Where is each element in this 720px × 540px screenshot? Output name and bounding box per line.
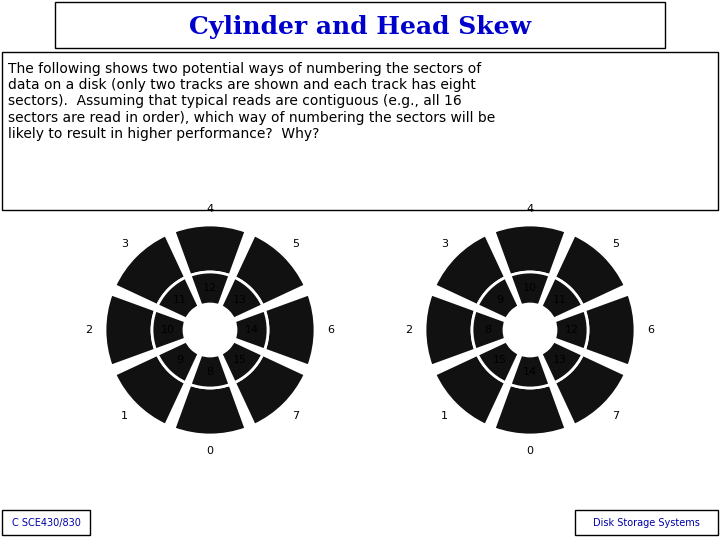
Text: 3: 3 (121, 239, 128, 249)
Text: 14: 14 (523, 367, 537, 377)
Wedge shape (235, 235, 305, 306)
Text: 9: 9 (497, 295, 504, 305)
Text: C SCE430/830: C SCE430/830 (12, 518, 81, 528)
Text: 9: 9 (176, 355, 184, 365)
Wedge shape (235, 355, 305, 425)
Text: 4: 4 (207, 204, 214, 214)
Text: 8: 8 (207, 367, 214, 377)
Text: 5: 5 (292, 239, 299, 249)
Wedge shape (174, 225, 246, 275)
Text: 1: 1 (441, 410, 448, 421)
Bar (2, 52, 718, 210)
Wedge shape (554, 355, 625, 425)
Text: 2: 2 (405, 325, 413, 335)
Wedge shape (264, 294, 315, 366)
Wedge shape (510, 272, 550, 306)
Text: 7: 7 (612, 410, 619, 421)
Text: 10: 10 (161, 325, 175, 335)
Wedge shape (585, 294, 635, 366)
Wedge shape (554, 310, 588, 350)
Text: 3: 3 (441, 239, 448, 249)
Wedge shape (190, 272, 230, 306)
Bar (575, 510, 718, 535)
Wedge shape (221, 278, 263, 319)
Wedge shape (541, 341, 582, 382)
Wedge shape (158, 278, 199, 319)
Text: 4: 4 (526, 204, 534, 214)
Wedge shape (494, 225, 566, 275)
Text: 6: 6 (328, 325, 335, 335)
Wedge shape (221, 341, 263, 382)
Wedge shape (152, 310, 186, 350)
Wedge shape (477, 341, 519, 382)
Wedge shape (114, 355, 186, 425)
Wedge shape (235, 310, 268, 350)
Text: 12: 12 (203, 283, 217, 293)
Text: 11: 11 (174, 295, 187, 305)
Text: 13: 13 (233, 295, 247, 305)
Text: 0: 0 (526, 446, 534, 456)
Wedge shape (425, 294, 475, 366)
Text: 2: 2 (86, 325, 93, 335)
Wedge shape (435, 355, 505, 425)
Wedge shape (541, 278, 582, 319)
Text: Disk Storage Systems: Disk Storage Systems (593, 518, 699, 528)
Text: 13: 13 (553, 355, 567, 365)
Wedge shape (494, 384, 566, 435)
Wedge shape (554, 235, 625, 306)
Wedge shape (472, 310, 505, 350)
Wedge shape (105, 294, 156, 366)
Text: 1: 1 (121, 410, 128, 421)
Text: 14: 14 (245, 325, 259, 335)
Text: 11: 11 (553, 295, 567, 305)
Text: 0: 0 (207, 446, 214, 456)
Wedge shape (435, 235, 505, 306)
Text: 15: 15 (233, 355, 247, 365)
Text: 8: 8 (485, 325, 492, 335)
Wedge shape (114, 235, 186, 306)
Wedge shape (510, 354, 550, 388)
Text: The following shows two potential ways of numbering the sectors of
data on a dis: The following shows two potential ways o… (8, 62, 495, 141)
Text: 5: 5 (612, 239, 619, 249)
Wedge shape (190, 354, 230, 388)
Text: 15: 15 (493, 355, 508, 365)
Wedge shape (174, 384, 246, 435)
Wedge shape (477, 278, 519, 319)
Bar (2, 510, 90, 535)
Bar (55, 2, 665, 48)
Wedge shape (158, 341, 199, 382)
Text: 6: 6 (647, 325, 654, 335)
Text: 7: 7 (292, 410, 299, 421)
Text: Cylinder and Head Skew: Cylinder and Head Skew (189, 15, 531, 39)
Text: 10: 10 (523, 283, 537, 293)
Text: 12: 12 (565, 325, 579, 335)
